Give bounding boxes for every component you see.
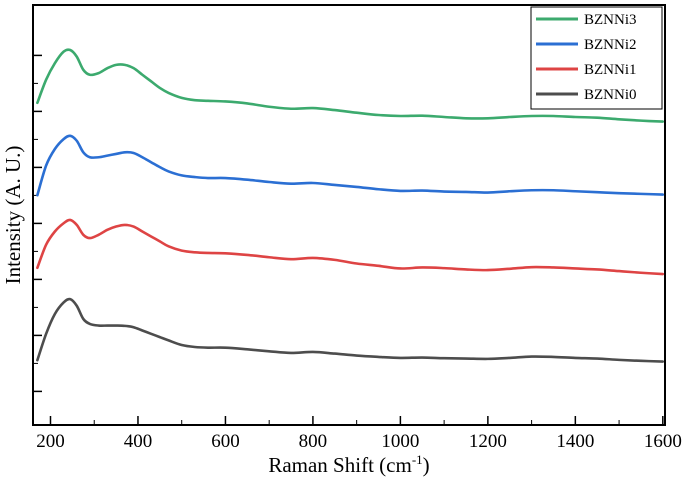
plot-frame [32,4,666,426]
legend-label-bznni3: BZNNi3 [584,12,637,28]
x-axis-ticks: 200 400 600 800 1000 1200 1400 1600 [36,416,682,452]
x-tick-label-1200: 1200 [469,431,507,452]
x-tick-label-1600: 1600 [644,431,682,452]
x-tick-label-600: 600 [211,431,240,452]
x-tick-label-800: 800 [299,431,328,452]
legend-label-bznni1: BZNNi1 [584,62,637,78]
series-line-bznni0 [36,297,665,363]
y-axis-title: Intensity (A. U.) [1,146,25,285]
y-axis-ticks [33,54,42,393]
x-tick-label-200: 200 [36,431,65,452]
series-line-bznni2 [36,134,665,197]
legend: BZNNi3 BZNNi2 BZNNi1 BZNNi0 [530,6,663,110]
legend-box [530,6,663,110]
series-line-bznni1 [36,218,665,276]
series-line-bznni3 [36,48,665,123]
legend-label-bznni2: BZNNi2 [584,37,637,53]
x-axis-title: Raman Shift (cm-1) [268,452,429,477]
x-axis-title-text: Raman Shift (cm [268,453,411,477]
x-tick-label-1000: 1000 [381,431,419,452]
x-tick-label-400: 400 [124,431,153,452]
legend-label-bznni0: BZNNi0 [584,87,637,103]
x-axis-title-superscript: -1 [412,452,423,467]
series-layer [36,48,665,363]
x-axis-title-close: ) [423,453,430,477]
x-tick-label-1400: 1400 [556,431,594,452]
